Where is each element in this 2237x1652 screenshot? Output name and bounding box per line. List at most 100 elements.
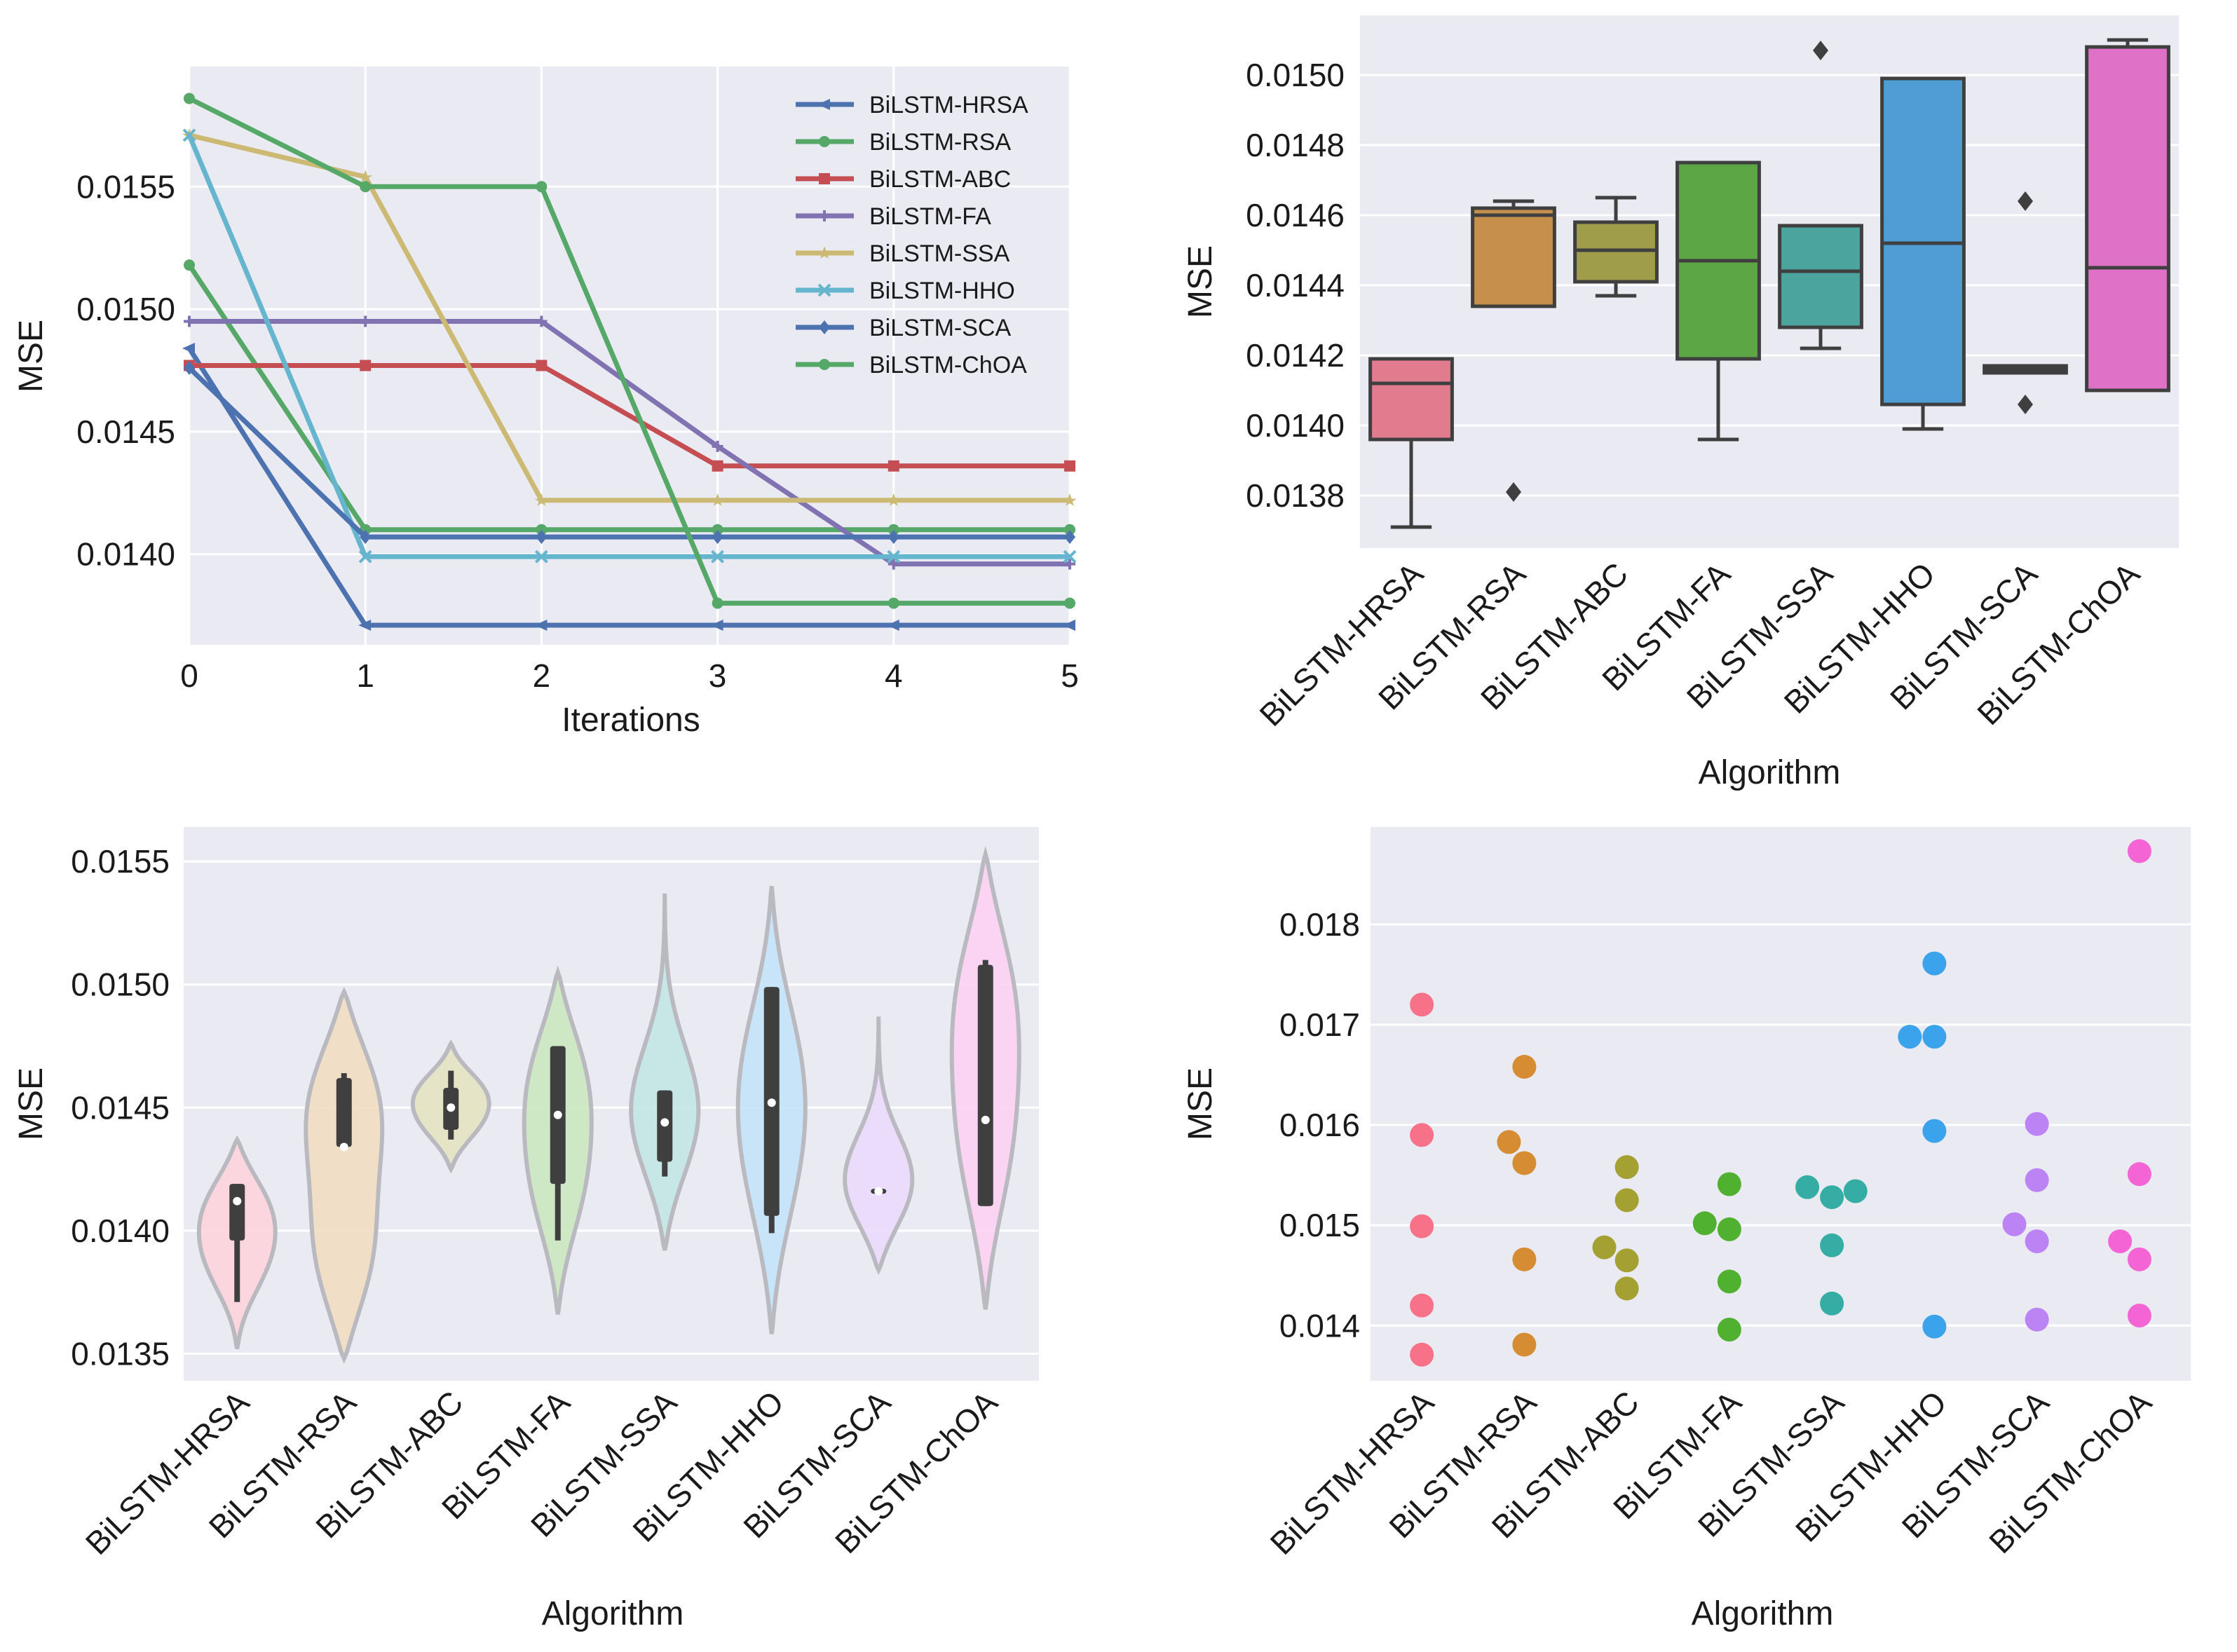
y-axis-label: MSE	[1182, 1067, 1219, 1140]
series-bilstm-hrsa	[182, 343, 1075, 632]
violin-bilstm-sca	[843, 1016, 915, 1276]
y-axis-label: MSE	[1182, 245, 1219, 318]
box-outlier	[2018, 191, 2033, 211]
series-marker	[534, 620, 548, 632]
series-bilstm-choa	[184, 93, 1075, 609]
strip-point	[1692, 1211, 1717, 1236]
series-bilstm-sca	[184, 360, 1075, 545]
violin-median	[981, 1115, 990, 1124]
box-outlier	[1506, 482, 1521, 502]
y-tick-label: 0.0150	[71, 967, 170, 1003]
series-marker	[712, 440, 723, 452]
strip-point	[1410, 1293, 1434, 1318]
y-tick-label: 0.016	[1279, 1107, 1360, 1143]
plot-background	[1371, 827, 2191, 1381]
violin-bilstm-rsa	[304, 986, 385, 1364]
box-body	[2085, 45, 2170, 392]
series-marker	[886, 620, 899, 632]
strip-point	[1614, 1248, 1639, 1273]
box-plot-panel: 0.0138 0.0140 0.0142 0.0144 0.0146 0.0148 0.01…	[1182, 15, 2179, 791]
strip-point	[2002, 1212, 2027, 1236]
box-bilstm-sca	[1983, 191, 2068, 414]
series-marker	[712, 597, 723, 609]
strip-bilstm-hho	[1898, 951, 1947, 1339]
series-marker	[711, 549, 725, 564]
violin-bilstm-hho	[735, 885, 808, 1334]
y-tick-label: 0.0145	[76, 414, 175, 450]
strip-point	[1922, 1025, 1947, 1049]
violin-bilstm-hrsa	[196, 1135, 278, 1349]
series-marker	[817, 99, 830, 110]
series-marker	[712, 530, 723, 545]
series-marker	[1064, 460, 1075, 472]
series-marker	[182, 343, 195, 355]
strip-point	[1410, 1123, 1434, 1147]
series-marker	[886, 493, 901, 506]
box-bilstm-hrsa	[1368, 357, 1454, 529]
strip-point	[1898, 1025, 1922, 1049]
y-tick-label: 0.0135	[71, 1335, 170, 1372]
violin-median	[233, 1196, 242, 1206]
strip-point	[2108, 1229, 2133, 1254]
plot-background	[189, 67, 1070, 645]
box-body	[1778, 224, 1863, 329]
strip-point	[2127, 1162, 2151, 1187]
box-bilstm-rsa	[1471, 199, 1556, 502]
series-marker	[360, 315, 372, 327]
x-axis-label: Algorithm	[1692, 1595, 1834, 1632]
strip-point	[1512, 1332, 1537, 1357]
legend-label: BiLSTM-SSA	[869, 240, 1010, 267]
box-bilstm-ssa	[1778, 41, 1863, 350]
x-tick-label: 0	[180, 657, 198, 694]
strip-point	[1820, 1233, 1844, 1257]
y-tick-label: 0.0142	[1246, 337, 1345, 374]
series-marker	[819, 173, 830, 184]
series-marker	[710, 620, 723, 632]
series-marker	[888, 597, 899, 609]
strip-point	[1512, 1055, 1537, 1079]
violin-iqr	[229, 1184, 245, 1241]
series-marker	[712, 460, 723, 472]
strip-point	[1512, 1247, 1537, 1271]
strip-point	[2025, 1307, 2049, 1332]
violin-median	[874, 1187, 883, 1196]
strip-bilstm-abc	[1592, 1155, 1639, 1301]
strip-point	[1410, 992, 1434, 1017]
series-marker	[888, 558, 899, 570]
strip-plot-panel: 0.0140.0150.0160.0170.018BiLSTM-HRSABiLS…	[1182, 827, 2191, 1632]
legend-label: BiLSTM-ABC	[869, 166, 1011, 193]
box-bilstm-hho	[1880, 76, 1966, 431]
strip-point	[2127, 1247, 2151, 1271]
y-tick-label: 0.0140	[1246, 407, 1345, 444]
violin-body	[843, 1016, 915, 1276]
series-marker	[184, 93, 195, 104]
y-tick-label: 0.0140	[71, 1213, 170, 1249]
strip-point	[1410, 1342, 1434, 1367]
x-axis-label: Algorithm	[1699, 754, 1841, 791]
box-outlier	[1813, 41, 1828, 60]
series-marker	[1064, 530, 1075, 545]
violin-bilstm-choa	[949, 845, 1021, 1310]
legend-label: BiLSTM-RSA	[869, 129, 1011, 156]
violin-bilstm-abc	[410, 1039, 491, 1174]
strip-point	[1614, 1276, 1639, 1301]
series-marker	[360, 530, 372, 545]
x-tick-label: 2	[533, 657, 551, 694]
series-marker	[817, 283, 831, 297]
x-tick-label: 3	[709, 657, 727, 694]
series-bilstm-hho	[182, 128, 1077, 564]
x-tick-label: 4	[885, 657, 903, 694]
series-marker	[182, 128, 196, 142]
box-body	[1471, 206, 1556, 308]
y-tick-label: 0.0140	[76, 536, 175, 573]
y-axis-label: MSE	[13, 1067, 50, 1140]
series-marker	[888, 460, 899, 472]
series-marker	[819, 210, 830, 221]
strip-point	[2127, 1303, 2151, 1327]
strip-point	[1614, 1188, 1639, 1213]
series-marker	[1064, 524, 1075, 535]
violin-bilstm-fa	[522, 965, 594, 1315]
violin-body	[629, 893, 701, 1251]
series-line	[187, 366, 1070, 540]
